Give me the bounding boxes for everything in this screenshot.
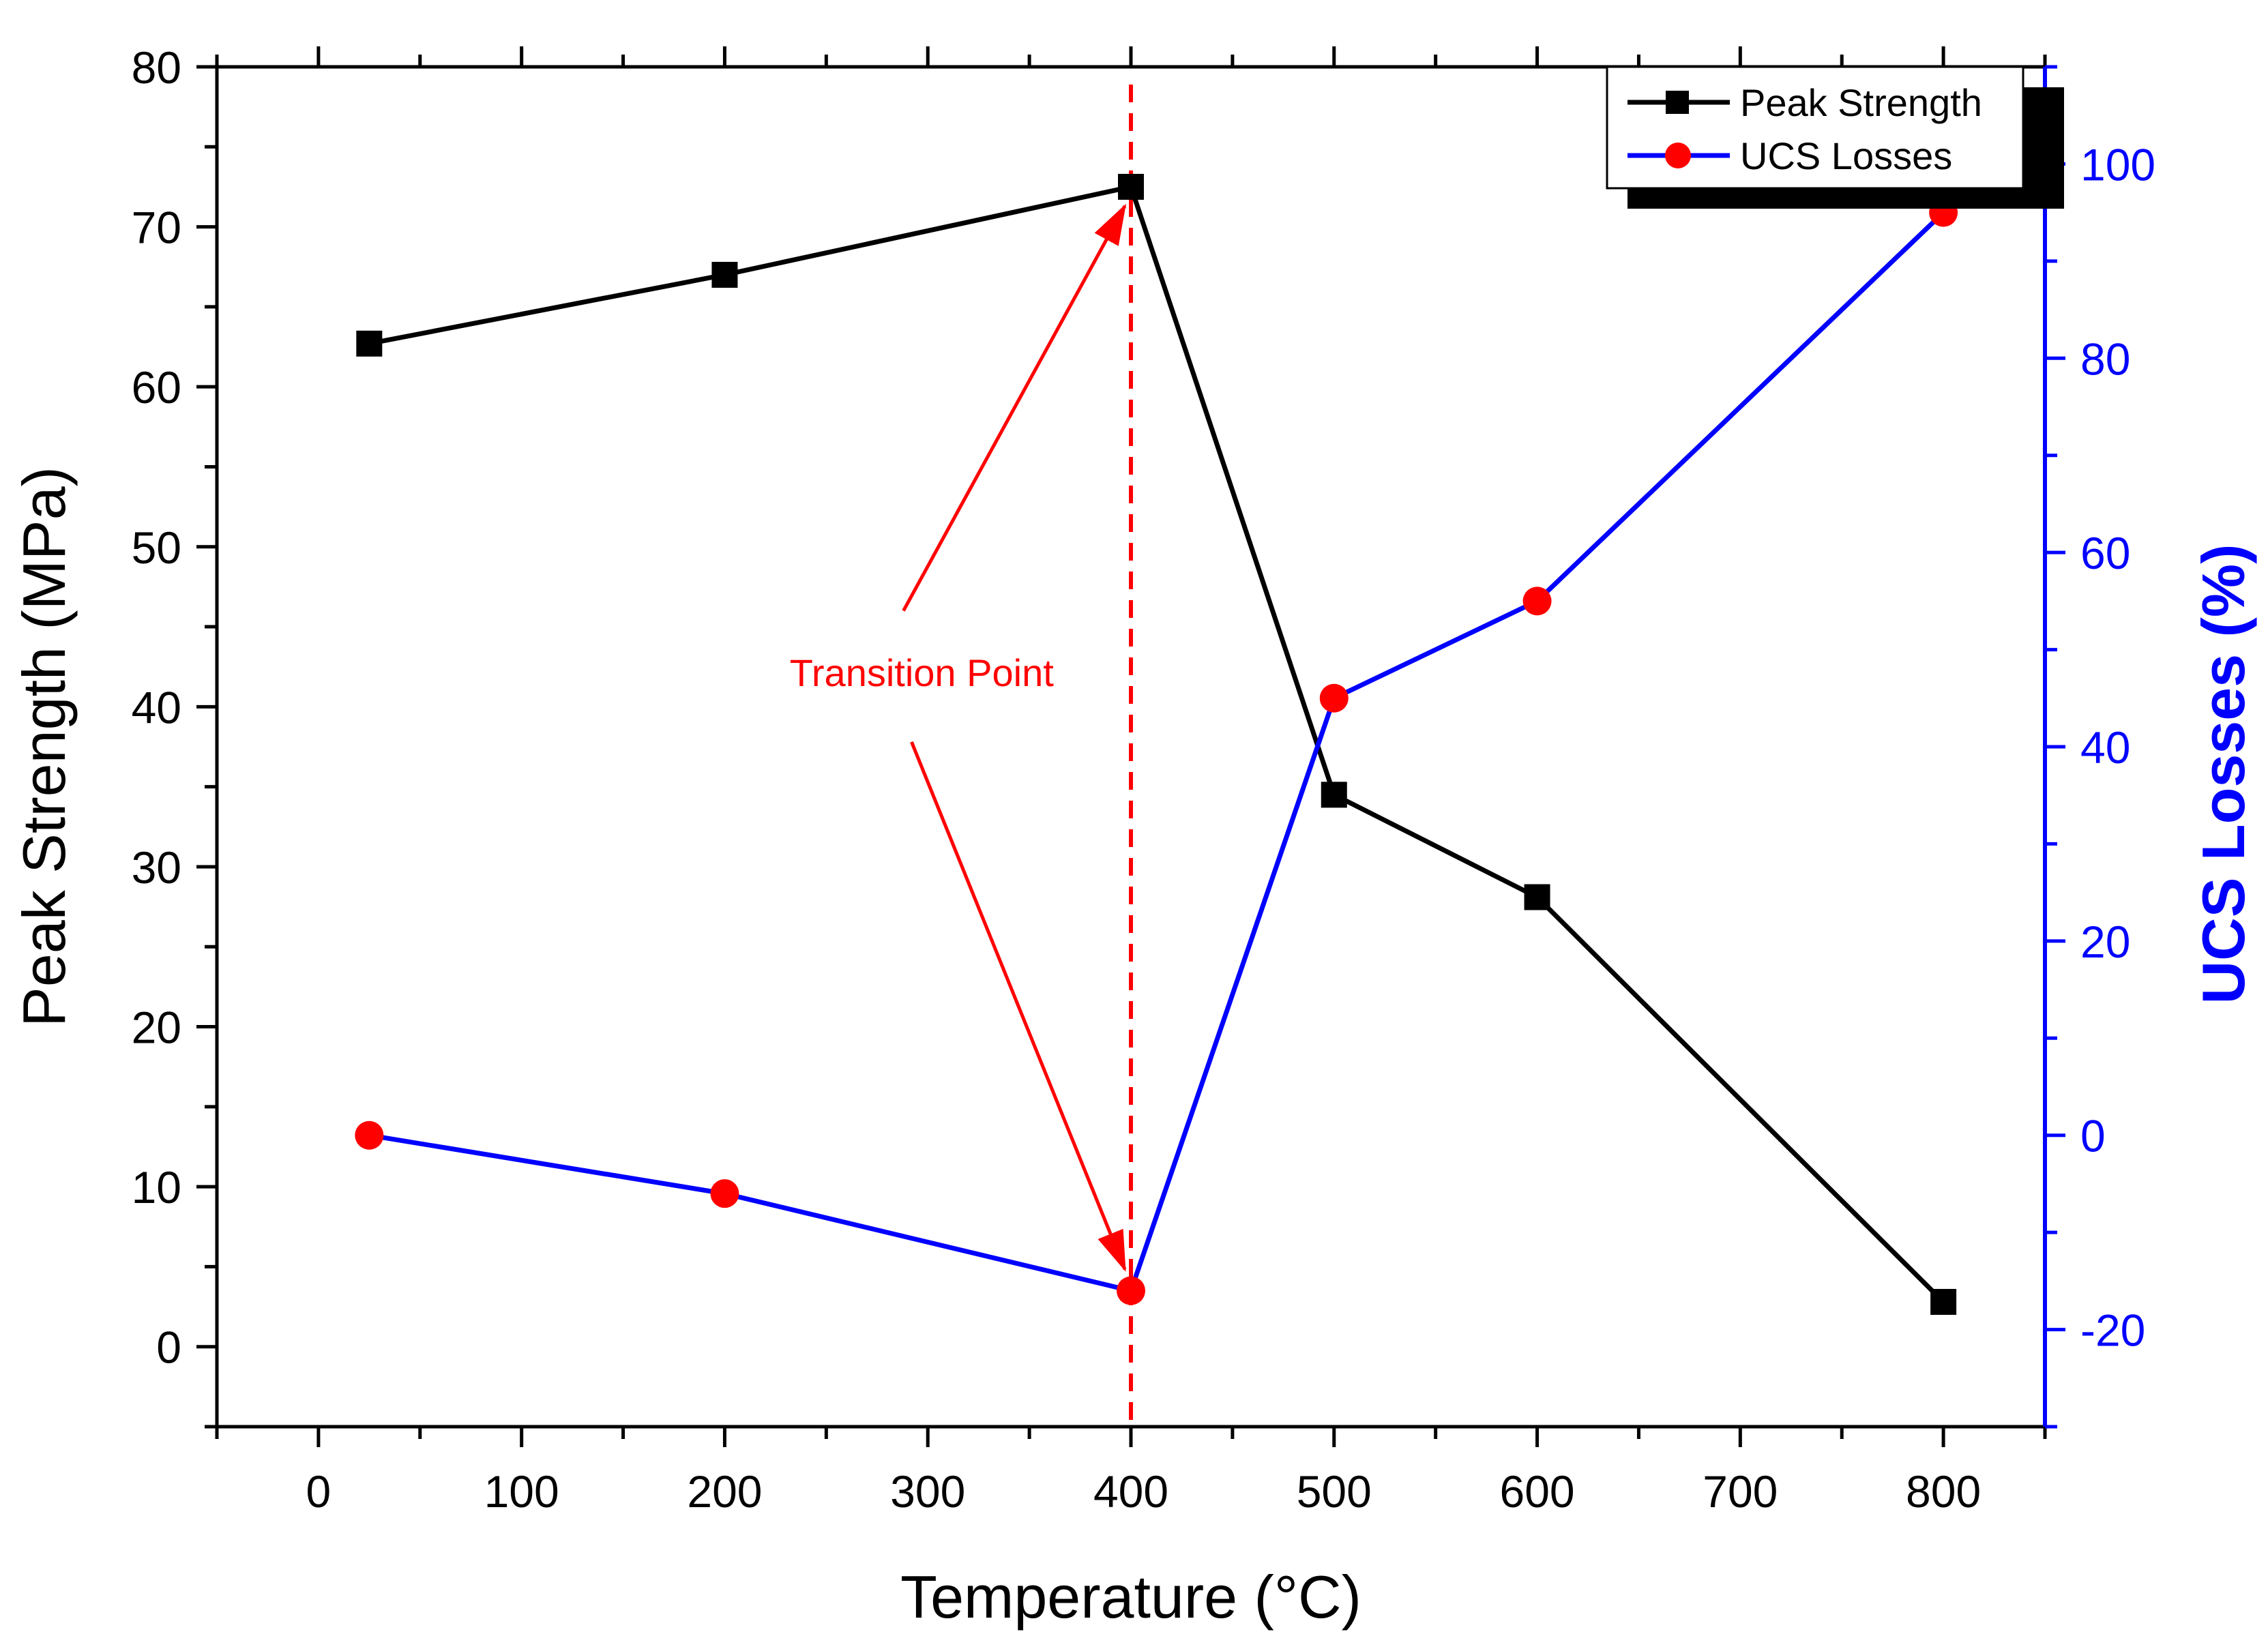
ucs-losses-point — [1522, 586, 1552, 616]
peak-strength-line — [368, 183, 1945, 1304]
arrow-to-ucs-losses — [910, 741, 1127, 1272]
x-tick-label: 200 — [687, 1466, 762, 1517]
y2-tick-label: 0 — [2080, 1111, 2106, 1161]
peak-strength-point — [1118, 173, 1144, 200]
x-tick-label: 600 — [1499, 1466, 1574, 1517]
y2-tick-label: 20 — [2080, 917, 2130, 967]
x-tick-label: 100 — [484, 1466, 559, 1517]
legend: Peak Strength UCS Losses — [1606, 65, 2064, 209]
y2-tick-label: -20 — [2080, 1305, 2145, 1356]
ucs-losses-point — [355, 1120, 384, 1150]
y-axis-title: Peak Strength (MPa) — [10, 466, 78, 1027]
plot-frame: 0 100 200 300 400 500 600 700 800010203040506070… — [132, 42, 2156, 1517]
axis-titles: Temperature (°C) Peak Strength (MPa) UCS… — [10, 466, 2257, 1631]
x-tick-label: 300 — [890, 1466, 965, 1517]
x-tick-label: 400 — [1093, 1466, 1168, 1517]
legend-ucs-marker — [1665, 143, 1691, 168]
peak-strength-point — [1930, 1289, 1957, 1316]
y-tick-label: 60 — [132, 362, 181, 413]
y-tick-label: 40 — [132, 682, 181, 732]
x-tick-label: 500 — [1297, 1466, 1372, 1517]
y-tick-label: 50 — [132, 522, 181, 573]
y-tick-label: 0 — [156, 1322, 181, 1373]
y2-tick-label: 60 — [2080, 528, 2130, 578]
annotation-layer: Transition Point — [790, 203, 1127, 1272]
y-tick-label: 20 — [132, 1002, 181, 1053]
x-tick-label: 700 — [1703, 1466, 1778, 1517]
y-tick-label: 10 — [132, 1162, 181, 1213]
ucs-losses-point — [710, 1179, 739, 1208]
peak-strength-point — [1524, 884, 1550, 910]
y2-tick-label: 40 — [2080, 722, 2130, 773]
y2-tick-label: 100 — [2080, 139, 2155, 190]
ucs-losses-line — [368, 211, 1945, 1294]
series-layer — [355, 173, 1958, 1316]
arrow-to-peak-strength — [902, 203, 1127, 612]
y2-tick-label: 80 — [2080, 333, 2130, 384]
y2-axis-title: UCS Losses (%) — [2190, 544, 2257, 1005]
x-axis-title: Temperature (°C) — [900, 1563, 1361, 1631]
x-tick-label: 0 — [306, 1466, 332, 1517]
y-tick-label: 80 — [132, 42, 181, 93]
y-tick-label: 30 — [132, 842, 181, 893]
ucs-losses-point — [1319, 683, 1349, 713]
ucs-losses-point — [1117, 1276, 1145, 1305]
peak-strength-point — [356, 330, 383, 357]
peak-strength-point — [1321, 782, 1347, 808]
y-tick-label: 70 — [132, 203, 181, 253]
legend-peak-label: Peak Strength — [1740, 81, 1982, 124]
transition-point-label: Transition Point — [790, 651, 1054, 694]
legend-peak-marker — [1666, 91, 1689, 114]
peak-strength-point — [711, 261, 738, 288]
legend-ucs-label: UCS Losses — [1740, 134, 1952, 177]
x-tick-label: 800 — [1906, 1466, 1981, 1517]
